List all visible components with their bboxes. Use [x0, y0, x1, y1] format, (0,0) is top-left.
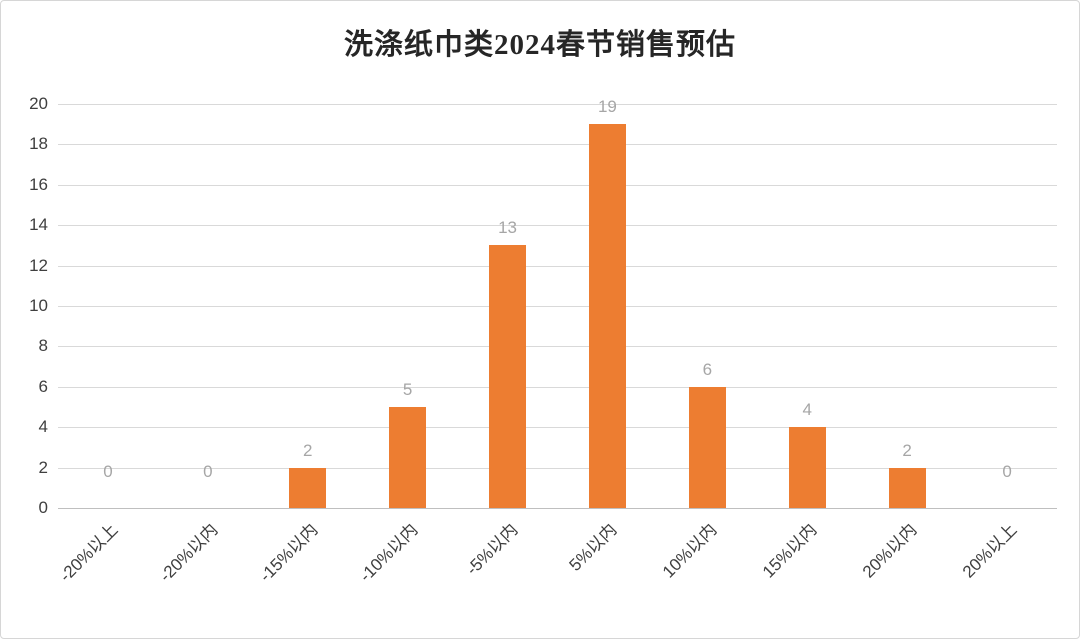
y-tick-label: 10: [29, 296, 48, 315]
x-tick-label: -10%以内: [355, 520, 422, 586]
x-tick-label: 15%以内: [759, 520, 821, 582]
gridline: [58, 144, 1057, 146]
x-tick-label: -20%以内: [155, 520, 222, 586]
y-tick-label: 12: [29, 255, 48, 275]
x-tick-label: -5%以内: [462, 520, 521, 579]
y-tick-label: 0: [38, 498, 48, 517]
bar-value-label: 19: [597, 97, 617, 117]
y-tick-label: 4: [38, 417, 48, 437]
gridline: [58, 104, 1057, 105]
bar: [888, 467, 926, 508]
y-tick-label: 18: [29, 134, 48, 154]
gridline: [58, 306, 1057, 307]
bar: [389, 407, 427, 508]
gridline: [58, 265, 1057, 267]
bar: [489, 245, 527, 508]
y-tick-label: 6: [38, 376, 48, 396]
y-tick-label: 8: [38, 336, 48, 356]
gridline: [58, 225, 1057, 227]
x-tick-label: 20%以上: [958, 520, 1021, 582]
bar-value-label: 0: [1002, 462, 1012, 481]
x-tick-label: -20%以上: [55, 520, 122, 586]
gridline: [58, 386, 1057, 388]
bar: [788, 427, 826, 508]
gridline: [58, 184, 1057, 186]
y-tick-label: 16: [29, 174, 48, 194]
gridline: [58, 346, 1057, 348]
plot-area: 0 2 4 6 8 10 12 14 16 18 20 0 -20%以上 0 -20%以内 2 -15%以内 5-…: [29, 94, 1057, 586]
bar: [289, 467, 327, 508]
bar-value-label: 2: [303, 440, 313, 460]
bar: [588, 124, 626, 508]
bar: [688, 386, 726, 508]
x-tick-label: 5%以内: [566, 520, 621, 575]
y-tick-label: 14: [29, 215, 48, 235]
x-axis-line: [58, 508, 1057, 509]
bar-value-label: 0: [203, 462, 213, 481]
y-tick-label: 20: [29, 94, 48, 113]
bar-value-label: 4: [802, 400, 812, 420]
gridline: [58, 427, 1057, 429]
x-tick-label: 10%以内: [659, 520, 721, 582]
bar-value-label: 0: [103, 462, 113, 481]
gridline: [58, 467, 1057, 469]
bar-value-label: 13: [498, 218, 517, 238]
bar-value-label: 6: [702, 359, 713, 379]
x-tick-label: -15%以内: [255, 520, 322, 586]
chart-title: 洗涤纸巾类2024春节销售预估: [343, 29, 736, 61]
y-tick-label: 2: [38, 457, 48, 477]
bar-value-label: 5: [402, 380, 413, 399]
x-tick-label: 20%以内: [859, 520, 921, 582]
bar-value-label: 2: [902, 440, 912, 460]
